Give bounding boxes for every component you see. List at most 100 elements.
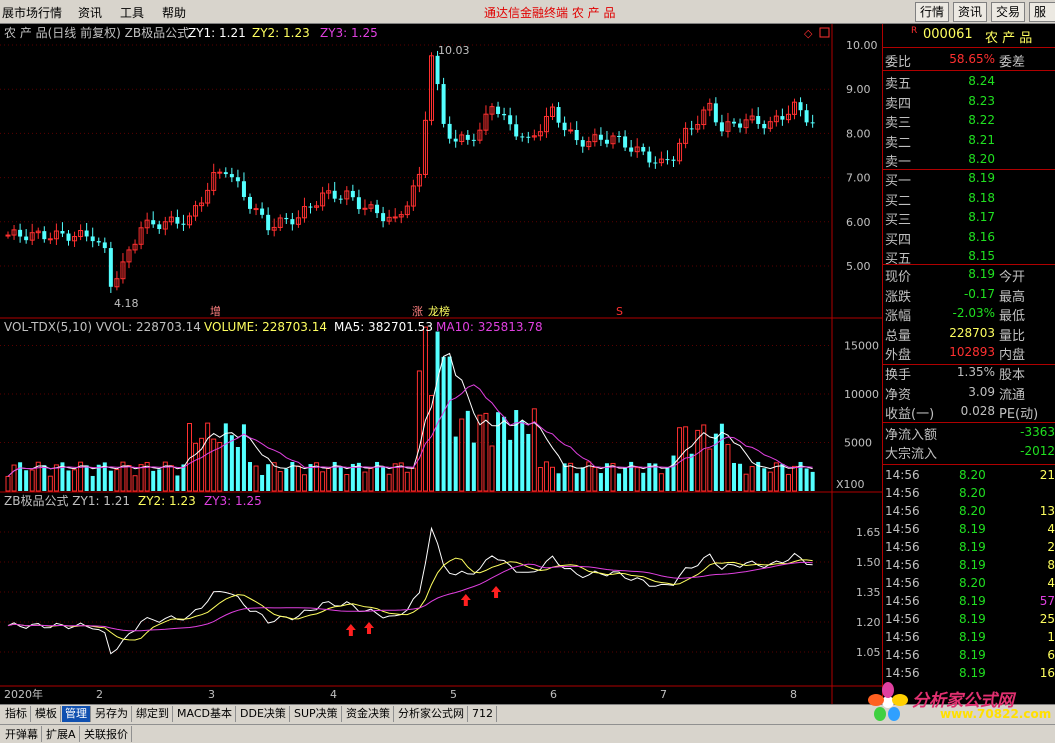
volume-bar	[138, 464, 144, 492]
chart-options-icon[interactable]: ◇	[804, 27, 813, 40]
tick-volume: 57	[1039, 594, 1055, 608]
bottom-tab[interactable]: 扩展A	[43, 726, 80, 742]
volume-bar	[108, 470, 113, 491]
candle-body	[381, 213, 386, 222]
menu-news[interactable]: 资讯	[78, 6, 103, 20]
zb-zy3-line	[7, 561, 813, 632]
x-axis-label: 5	[450, 688, 457, 701]
candle-body	[647, 151, 652, 163]
volume-bar	[543, 461, 549, 492]
kline-chart-area[interactable]: 10.00 9.00 8.00 7.00 6.00 5.00 15000 10000 5000 1…	[0, 24, 882, 704]
volume-bar	[96, 464, 101, 491]
menu-market[interactable]: 展市场行情	[2, 6, 63, 20]
volume-bar	[508, 439, 513, 491]
price-tick-label: 7.00	[846, 172, 871, 185]
flow-value: -3363	[1020, 425, 1055, 439]
bottom-tab[interactable]: 开弹幕	[2, 726, 42, 742]
formula-tab[interactable]: 模板	[32, 706, 61, 722]
formula-tab[interactable]: SUP决策	[291, 706, 342, 722]
flow-label: 大宗流入	[885, 447, 938, 462]
candle-body	[181, 223, 186, 225]
volume-bar	[35, 461, 41, 492]
candle-body	[368, 204, 374, 209]
chart-maximize-icon[interactable]	[819, 27, 830, 38]
service-button[interactable]: 服务	[1029, 2, 1055, 22]
quote-panel: 000061 农 产 品 R 委比 58.65% 委差 卖五 8.24 卖四 8…	[882, 24, 1055, 700]
tick-row: 14:56 8.20 21	[883, 466, 1055, 484]
candle-body	[550, 106, 555, 117]
candle-body	[260, 208, 265, 215]
tick-volume: 8	[1047, 558, 1055, 572]
volume-bar	[785, 473, 791, 492]
candle-body	[271, 226, 277, 231]
candle-body	[138, 227, 144, 245]
candle-body	[471, 139, 476, 141]
main-zy1: ZY1: 1.21	[188, 26, 246, 40]
candle-body	[157, 224, 162, 230]
candle-body	[90, 236, 95, 242]
bottom-tab[interactable]: 关联报价	[81, 726, 132, 742]
quote-button[interactable]: 行情	[915, 2, 950, 22]
candle-body	[743, 119, 749, 129]
candle-body	[762, 123, 767, 129]
formula-tab[interactable]: 资金决策	[343, 706, 394, 722]
trade-button[interactable]: 交易	[991, 2, 1026, 22]
volume-bar	[84, 465, 89, 491]
volume-bar	[738, 463, 743, 491]
volume-bar	[392, 463, 398, 492]
tick-time: 14:56	[885, 648, 920, 662]
news-button[interactable]: 资讯	[953, 2, 988, 22]
price-tick-label: 9.00	[846, 83, 871, 96]
candle-body	[108, 248, 113, 287]
menu-tools[interactable]: 工具	[120, 6, 145, 20]
candle-body	[211, 172, 217, 191]
candle-body	[295, 217, 301, 225]
candle-body	[404, 205, 410, 216]
formula-tab[interactable]: 指标	[2, 706, 31, 722]
tick-volume: 2	[1047, 540, 1055, 554]
tick-volume: 25	[1039, 612, 1055, 626]
candle-body	[96, 241, 101, 243]
candle-body	[629, 147, 634, 152]
x-axis-label: 6	[550, 688, 557, 701]
tick-time: 14:56	[885, 576, 920, 590]
candle-body	[42, 231, 47, 240]
candle-body	[114, 278, 120, 288]
vol-unit-label: X100	[836, 478, 865, 491]
tick-time: 14:56	[885, 468, 920, 482]
candle-body	[320, 192, 326, 207]
formula-tab[interactable]: 分析家公式网	[395, 706, 468, 722]
candle-body	[241, 181, 246, 197]
app-title: 通达信金融终端 农 产 品	[484, 6, 616, 20]
candle-body	[496, 106, 501, 114]
stat-row-value: 228703	[949, 325, 995, 340]
tick-row: 14:56 8.20 13	[883, 502, 1055, 520]
formula-tab[interactable]: 另存为	[92, 706, 132, 722]
zb-indicator-zy2: ZY2: 1.23	[138, 494, 196, 508]
candle-body	[120, 261, 126, 280]
formula-tab[interactable]: 绑定到	[133, 706, 173, 722]
formula-tab[interactable]: DDE决策	[237, 706, 290, 722]
tick-volume: 4	[1047, 576, 1055, 590]
main-chart-title: 农 产 品(日线 前复权) ZB极品公式	[4, 25, 189, 40]
menu-help[interactable]: 帮助	[162, 6, 187, 20]
formula-tab[interactable]: MACD基本	[174, 706, 236, 722]
candle-body	[477, 129, 483, 141]
buy-arrow-icon	[491, 586, 502, 598]
candle-body	[435, 55, 440, 85]
candle-body	[375, 204, 380, 214]
volume-bar	[641, 472, 646, 491]
candle-body	[785, 113, 791, 121]
bid-row-value: 8.16	[968, 229, 995, 244]
tick-time: 14:56	[885, 666, 920, 680]
bid-row-label: 买一	[885, 174, 912, 189]
candle-body	[610, 135, 616, 145]
formula-tab[interactable]: 712	[469, 706, 497, 722]
vol-indicator-ma5: MA5: 382701.53	[334, 320, 433, 334]
candle-body	[531, 135, 537, 138]
volume-bar	[804, 468, 809, 491]
volume-bar	[798, 461, 803, 491]
volume-bar	[175, 475, 180, 491]
formula-tab[interactable]: 管理	[62, 706, 91, 722]
candle-body	[253, 208, 259, 211]
